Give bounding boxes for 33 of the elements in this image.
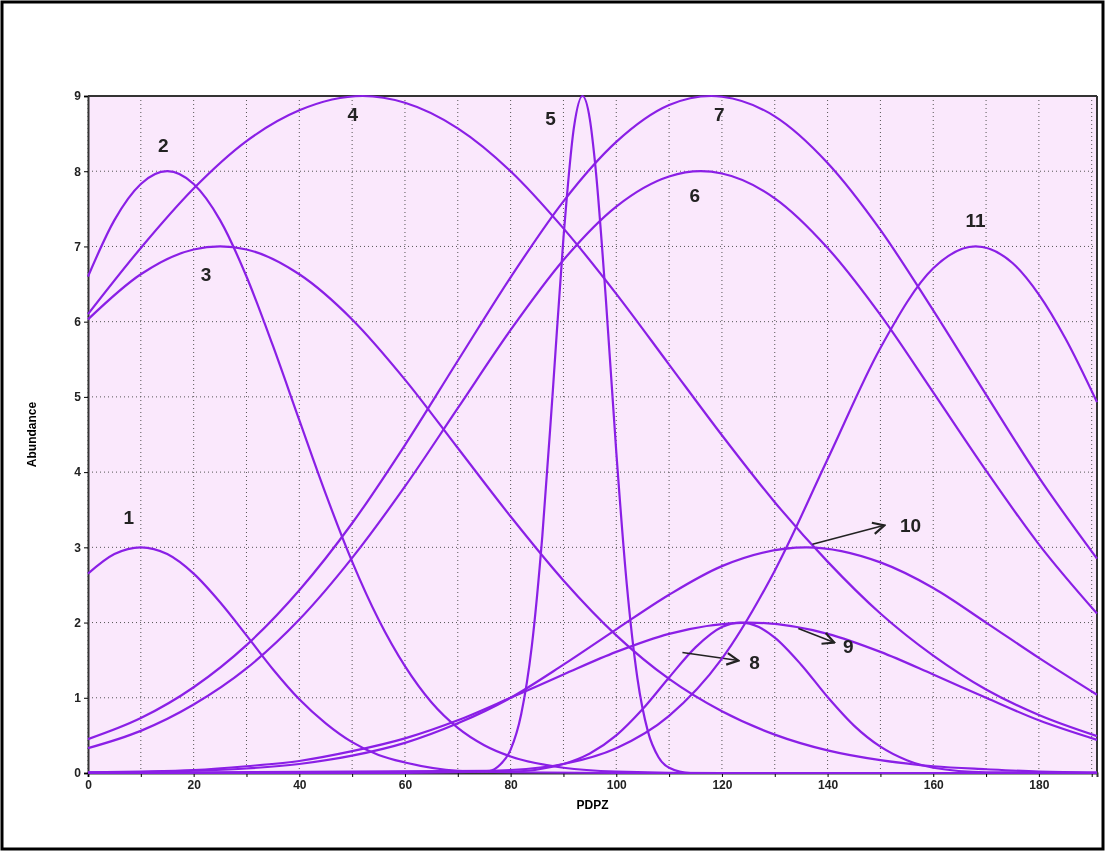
y-tick-label: 8 bbox=[74, 164, 82, 179]
series-label: 10 bbox=[899, 514, 922, 536]
x-tick-label: 60 bbox=[398, 777, 413, 792]
x-tick-label: 0 bbox=[85, 777, 93, 792]
y-tick-label: 5 bbox=[74, 390, 82, 405]
x-axis-title: PDPZ bbox=[576, 798, 609, 812]
x-tick-label: 140 bbox=[818, 777, 839, 792]
x-tick-label: 180 bbox=[1029, 777, 1050, 792]
x-tick-label: 20 bbox=[187, 777, 202, 792]
y-tick-label: 2 bbox=[74, 615, 82, 630]
series-label: 9 bbox=[843, 636, 854, 658]
series-label: 6 bbox=[689, 184, 701, 206]
series-label: 5 bbox=[545, 107, 557, 129]
x-tick-label: 80 bbox=[504, 777, 519, 792]
series-label: 4 bbox=[347, 103, 359, 125]
x-tick-label: 160 bbox=[923, 777, 945, 792]
series-label: 7 bbox=[714, 103, 725, 125]
y-tick-label: 3 bbox=[74, 540, 82, 555]
x-tick-label: 40 bbox=[293, 777, 307, 792]
y-axis-title: Abundance bbox=[25, 401, 39, 468]
series-label: 8 bbox=[749, 652, 760, 674]
y-tick-label: 9 bbox=[74, 89, 82, 104]
series-label: 1 bbox=[123, 506, 135, 528]
series-label: 3 bbox=[200, 264, 212, 286]
y-tick-label: 6 bbox=[74, 315, 82, 330]
y-tick-label: 0 bbox=[74, 766, 82, 781]
y-tick-label: 7 bbox=[74, 239, 82, 254]
x-tick-label: 100 bbox=[606, 777, 628, 792]
x-tick-label: 120 bbox=[712, 777, 733, 792]
series-label: 11 bbox=[965, 210, 986, 232]
series-label: 2 bbox=[157, 134, 169, 156]
y-tick-label: 1 bbox=[74, 691, 82, 706]
y-tick-label: 4 bbox=[74, 465, 82, 480]
